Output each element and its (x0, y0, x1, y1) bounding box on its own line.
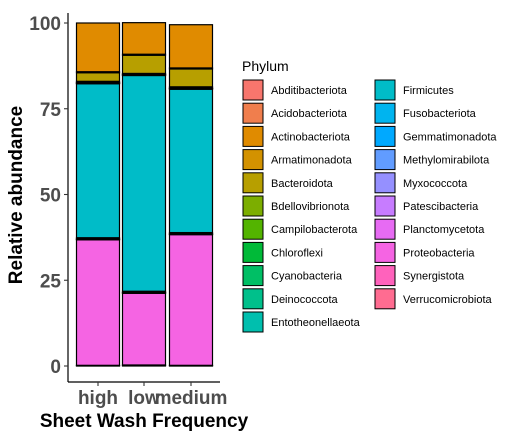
y-axis: 0 25 50 75 100 (29, 13, 69, 382)
legend-label-cyanobacteria: Cyanobacteria (271, 271, 343, 283)
legend-label-verrucomicrobiota: Verrucomicrobiota (403, 294, 493, 306)
legend-key-fusobacteriota (374, 102, 396, 124)
legend-label-methylomirabilota: Methylomirabilota (403, 155, 490, 167)
legend-key-gemmatimonadota (374, 125, 396, 147)
legend-item-planctomycetota: Planctomycetota (374, 218, 485, 240)
bar-segment-low-bacteroidota (121, 54, 167, 75)
legend-label-actinobacteriota: Actinobacteriota (271, 131, 351, 143)
legend-item-campilobacterota: Campilobacterota (242, 218, 358, 240)
bar-segment-medium-proteobacteria (168, 234, 214, 366)
legend-item-actinobacteriota: Actinobacteriota (242, 125, 351, 147)
legend-key-synergistota (374, 265, 396, 287)
bar-segment-high-proteobacteria (75, 239, 121, 366)
bar-segment-medium-actinobacteriota (168, 24, 214, 69)
legend-item-acidobacteriota: Acidobacteriota (242, 102, 348, 124)
y-tick-label-75: 75 (40, 100, 62, 121)
legend-key-chloroflexi (242, 241, 264, 263)
bar-high (75, 22, 121, 367)
legend-key-myxococcota (374, 172, 396, 194)
bar-segment-low-firmicutes (121, 74, 167, 292)
y-axis-title: Relative abundance (6, 106, 27, 284)
legend-label-bdellovibrionota: Bdellovibrionota (271, 201, 350, 213)
legend-key-patescibacteria (374, 195, 396, 217)
legend-item-entotheonellaeota: Entotheonellaeota (242, 311, 361, 333)
legend-item-verrucomicrobiota: Verrucomicrobiota (374, 288, 493, 310)
legend-label-campilobacterota: Campilobacterota (271, 224, 358, 236)
legend-key-deinococcota (242, 288, 264, 310)
legend-key-verrucomicrobiota (374, 288, 396, 310)
legend-key-bacteroidota (242, 172, 264, 194)
legend-item-patescibacteria: Patescibacteria (374, 195, 479, 217)
y-tick-label-50: 50 (40, 186, 61, 207)
legend-key-bdellovibrionota (242, 195, 264, 217)
legend-title: Phylum (242, 58, 289, 74)
legend-key-methylomirabilota (374, 149, 396, 171)
legend-key-firmicutes (374, 79, 396, 101)
legend-label-proteobacteria: Proteobacteria (403, 247, 475, 259)
legend-item-proteobacteria: Proteobacteria (374, 241, 475, 263)
x-axis-title: Sheet Wash Frequency (40, 411, 249, 432)
legend-key-actinobacteriota (242, 125, 264, 147)
legend-item-deinococcota: Deinococcota (242, 288, 339, 310)
legend-item-chloroflexi: Chloroflexi (242, 241, 323, 263)
legend-label-myxococcota: Myxococcota (403, 178, 468, 190)
legend-item-bdellovibrionota: Bdellovibrionota (242, 195, 350, 217)
x-tick-label-high: high (78, 388, 118, 409)
bar-segment-medium-bacteroidota (168, 68, 214, 88)
legend-item-firmicutes: Firmicutes (374, 79, 454, 101)
legend-item-abditibacteriota: Abditibacteriota (242, 79, 348, 101)
legend-key-cyanobacteria (242, 265, 264, 287)
legend-label-entotheonellaeota: Entotheonellaeota (271, 317, 361, 329)
legend-key-planctomycetota (374, 218, 396, 240)
x-tick-label-medium: medium (155, 388, 228, 409)
legend-item-cyanobacteria: Cyanobacteria (242, 265, 343, 287)
legend-item-bacteroidota: Bacteroidota (242, 172, 334, 194)
plot-area (75, 22, 214, 367)
legend-item-gemmatimonadota: Gemmatimonadota (374, 125, 497, 147)
x-tick-label-low: low (128, 388, 160, 409)
legend-label-armatimonadota: Armatimonadota (271, 155, 353, 167)
legend-label-patescibacteria: Patescibacteria (403, 201, 479, 213)
legend-label-deinococcota: Deinococcota (271, 294, 339, 306)
bar-segment-low-actinobacteriota (121, 22, 167, 55)
legend-item-armatimonadota: Armatimonadota (242, 149, 353, 171)
legend-key-proteobacteria (374, 241, 396, 263)
bar-segment-high-bacteroidota (75, 72, 121, 82)
legend-label-planctomycetota: Planctomycetota (403, 224, 485, 236)
legend-label-bacteroidota: Bacteroidota (271, 178, 334, 190)
bar-segment-low-proteobacteria (121, 292, 167, 366)
legend-key-campilobacterota (242, 218, 264, 240)
legend-key-acidobacteriota (242, 102, 264, 124)
bar-segment-high-actinobacteriota (75, 22, 121, 73)
bar-segment-high-firmicutes (75, 83, 121, 239)
legend-item-fusobacteriota: Fusobacteriota (374, 102, 477, 124)
legend-item-myxococcota: Myxococcota (374, 172, 468, 194)
legend: Phylum Abditibacteriota Acidobacteriota Ac… (242, 58, 497, 333)
legend-item-synergistota: Synergistota (374, 265, 465, 287)
legend-label-acidobacteriota: Acidobacteriota (271, 108, 348, 120)
y-tick-label-25: 25 (40, 271, 62, 292)
legend-label-gemmatimonadota: Gemmatimonadota (403, 131, 497, 143)
legend-key-armatimonadota (242, 149, 264, 171)
legend-label-firmicutes: Firmicutes (403, 85, 454, 97)
bar-low (121, 22, 167, 367)
y-tick-label-0: 0 (50, 357, 61, 378)
bar-medium (168, 24, 214, 367)
legend-label-fusobacteriota: Fusobacteriota (403, 108, 477, 120)
bar-segment-medium-firmicutes (168, 88, 214, 234)
legend-key-entotheonellaeota (242, 311, 264, 333)
legend-label-abditibacteriota: Abditibacteriota (271, 85, 348, 97)
y-tick-label-100: 100 (29, 14, 61, 35)
legend-item-methylomirabilota: Methylomirabilota (374, 149, 490, 171)
legend-key-abditibacteriota (242, 79, 264, 101)
legend-label-synergistota: Synergistota (403, 271, 465, 283)
legend-label-chloroflexi: Chloroflexi (271, 247, 323, 259)
